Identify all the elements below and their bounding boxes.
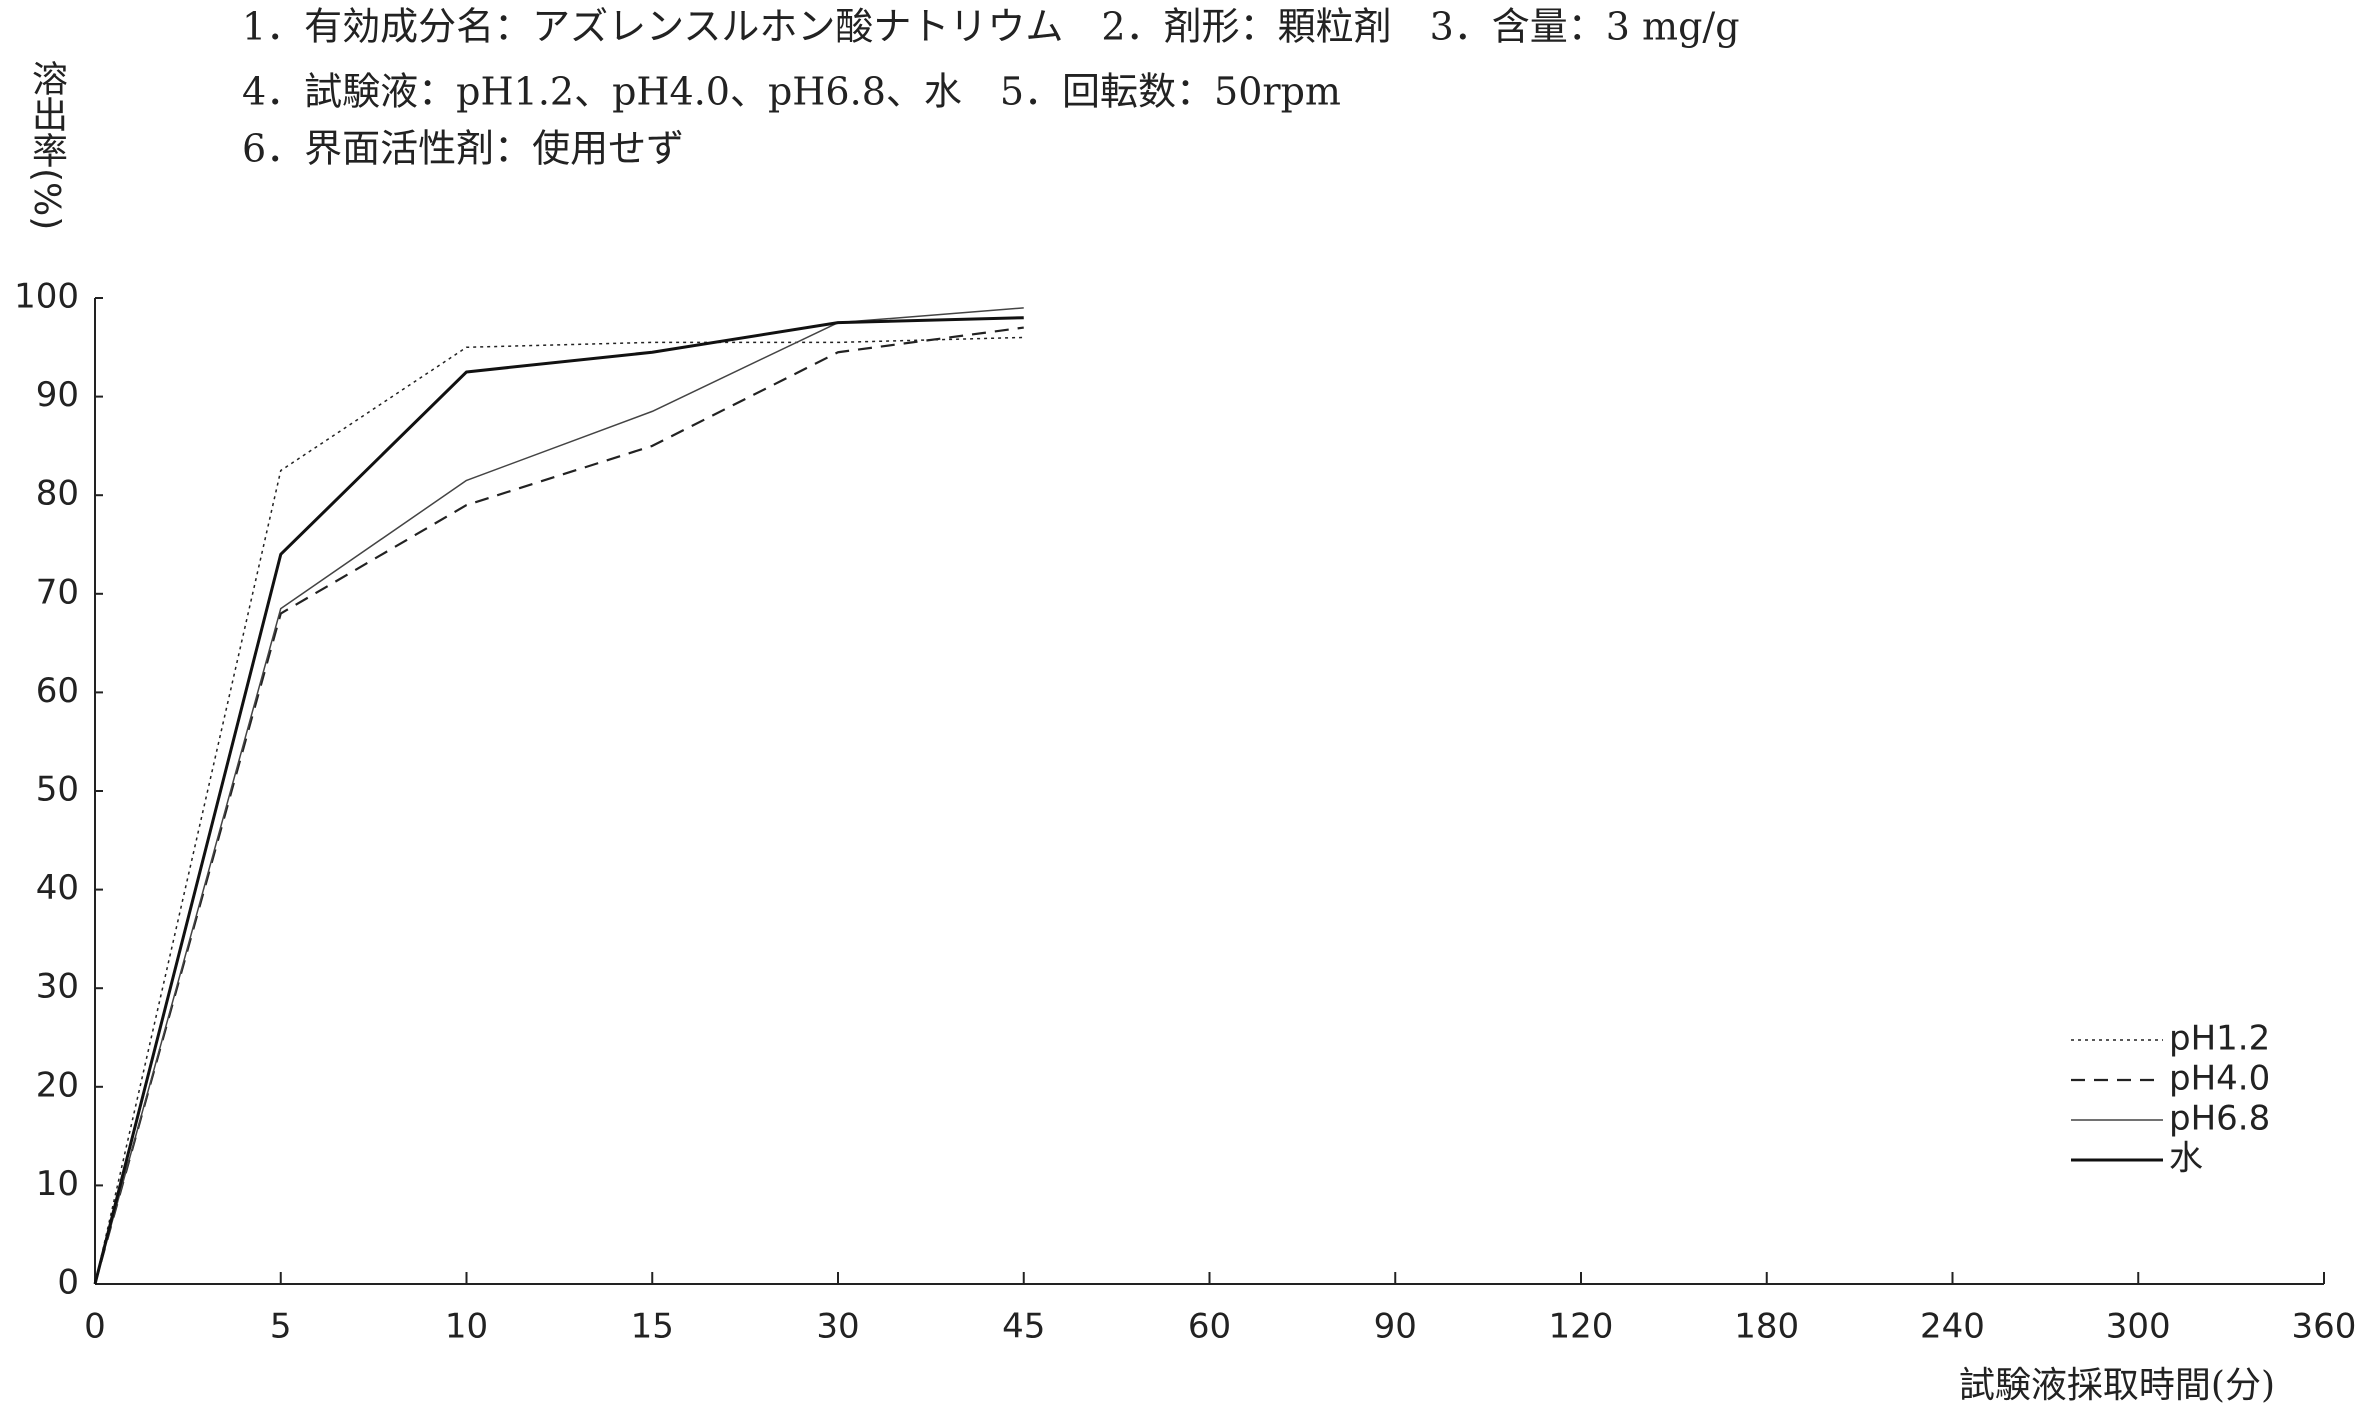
series-line (93, 326, 1024, 1285)
x-tick-label: 180 (1734, 1307, 1799, 1347)
x-tick-label: 45 (1002, 1307, 1045, 1347)
legend-label: pH1.2 (2169, 1019, 2270, 1059)
y-tick-label: 70 (36, 572, 79, 612)
note: 6．界面活性剤：使用せず (242, 127, 684, 171)
y-tick-label: 0 (57, 1263, 79, 1303)
legend-label: pH6.8 (2169, 1099, 2270, 1139)
x-tick-label: 240 (1920, 1307, 1985, 1347)
y-tick-label: 50 (36, 770, 79, 810)
y-tick-label: 10 (36, 1164, 79, 1204)
x-tick-label: 0 (84, 1307, 106, 1347)
x-tick-label: 15 (631, 1307, 674, 1347)
x-tick-label: 120 (1549, 1307, 1614, 1347)
x-tick-label: 360 (2292, 1307, 2357, 1347)
x-tick-label: 30 (816, 1307, 859, 1347)
y-tick-label: 60 (36, 671, 79, 711)
x-tick-label: 300 (2106, 1307, 2171, 1347)
note: 4．試験液：pH1.2、pH4.0、pH6.8、水 5．回転数：50rpm (242, 70, 1341, 114)
legend-label: 水 (2169, 1139, 2203, 1179)
x-tick-label: 60 (1188, 1307, 1231, 1347)
y-tick-label: 100 (14, 277, 79, 317)
y-axis-label: 溶出率(%) (26, 60, 67, 231)
note: 1．有効成分名：アズレンスルホン酸ナトリウム 2．剤形：顆粒剤 3．含量：3 m… (242, 5, 1740, 49)
x-tick-label: 5 (270, 1307, 292, 1347)
x-tick-label: 90 (1374, 1307, 1417, 1347)
x-tick-label: 10 (445, 1307, 488, 1347)
series-line (93, 316, 1024, 1285)
y-tick-label: 40 (36, 868, 79, 908)
y-tick-label: 90 (36, 375, 79, 415)
y-tick-label: 80 (36, 474, 79, 514)
y-tick-label: 30 (36, 967, 79, 1007)
series-line (94, 336, 1024, 1285)
y-tick-label: 20 (36, 1065, 79, 1105)
legend-label: pH4.0 (2169, 1059, 2270, 1099)
series-line (94, 307, 1024, 1285)
x-axis-label: 試験液採取時間(分) (1959, 1365, 2275, 1406)
